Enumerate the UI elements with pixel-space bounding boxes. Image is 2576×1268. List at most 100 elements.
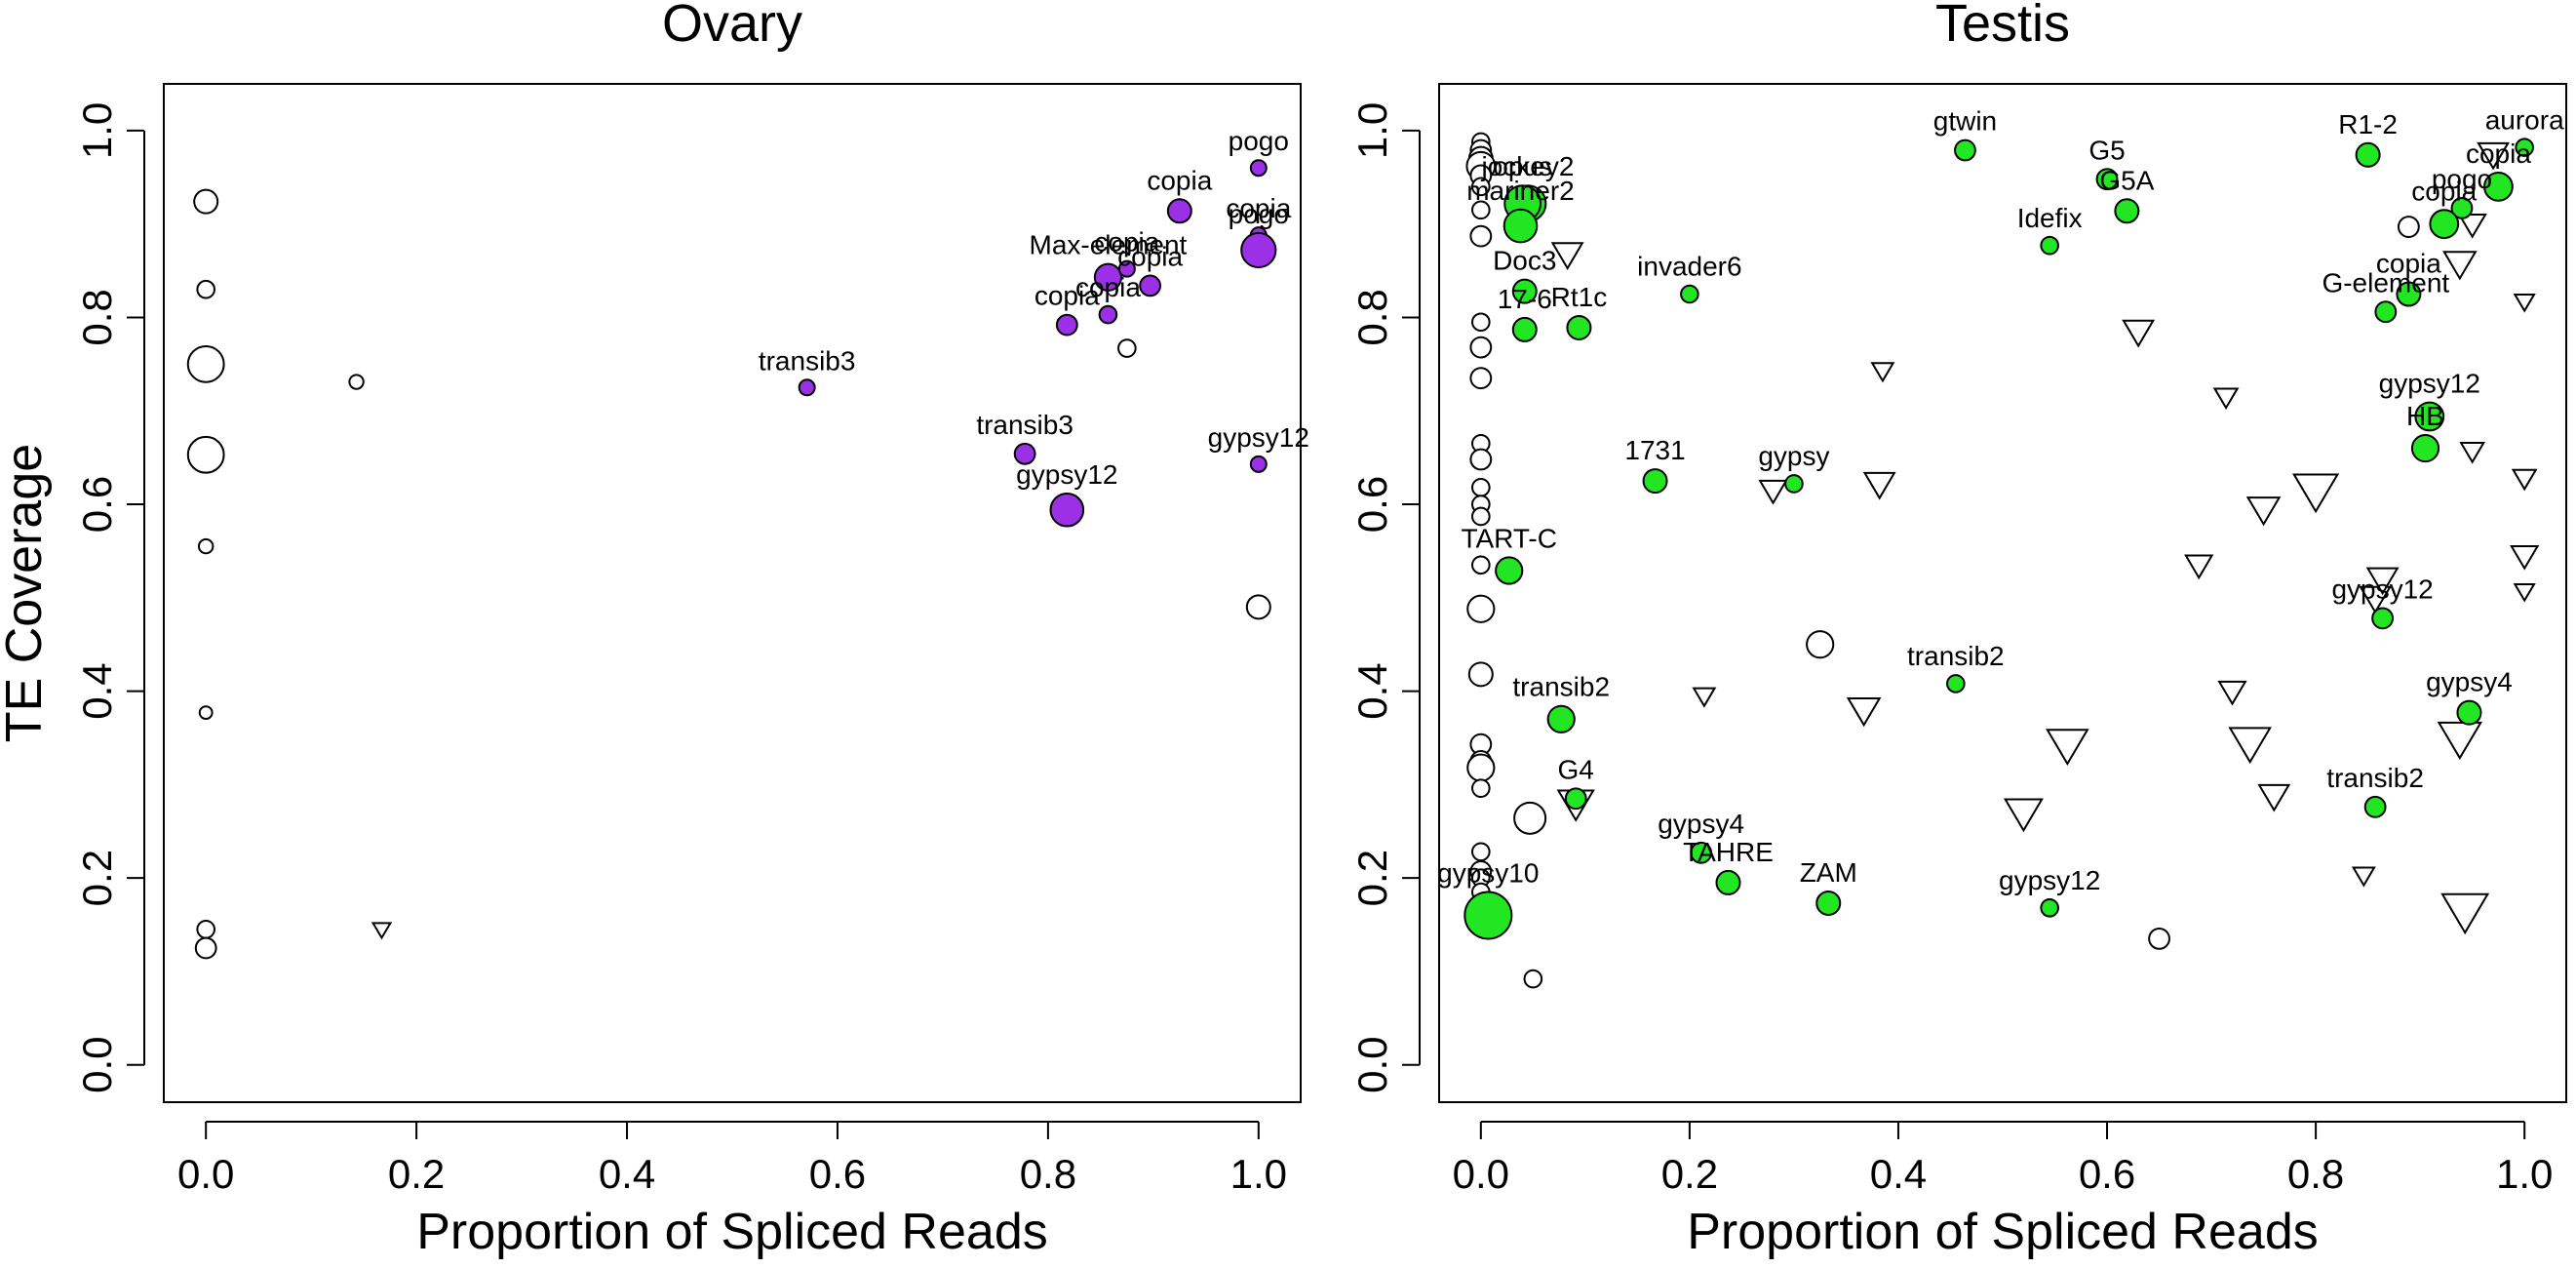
chart-title: Ovary: [662, 0, 802, 53]
point-label: copia: [1075, 272, 1141, 302]
filled-point: [1098, 304, 1118, 325]
y-tick-label: 0.2: [1349, 850, 1395, 906]
y-tick-label: 0.0: [1349, 1036, 1395, 1092]
x-tick-label: 0.6: [809, 1151, 866, 1197]
point-label: copia: [2411, 176, 2477, 206]
filled-point: [2450, 196, 2474, 219]
filled-point: [1166, 198, 1192, 224]
point-label: aurora: [2485, 104, 2564, 135]
point-label: gypsy12: [2331, 574, 2433, 604]
triangle-point: [1758, 479, 1788, 505]
point-label: copia: [2376, 249, 2441, 279]
filled-point: [1690, 841, 1713, 864]
filled-point: [1249, 159, 1268, 178]
point-label: gypsy12: [1999, 865, 2100, 895]
open-point: [1471, 200, 1491, 220]
point-label: opus: [1493, 151, 1552, 181]
filled-point: [1503, 208, 1539, 244]
x-tick-label: 0.2: [388, 1151, 445, 1197]
point-label: mariner2: [1466, 176, 1574, 206]
x-axis-title: Proportion of Spliced Reads: [1687, 1204, 2319, 1260]
open-point: [1469, 448, 1493, 471]
y-tick-label: 0.8: [74, 289, 120, 345]
triangle-point: [2245, 496, 2282, 527]
triangle-point: [2477, 141, 2511, 171]
x-tick-label: 0.4: [1870, 1151, 1927, 1197]
x-tick-label: 0.0: [177, 1151, 234, 1197]
point-label: transib2: [1907, 641, 2005, 671]
triangle-point: [1870, 362, 1895, 383]
x-tick-label: 0.8: [1020, 1151, 1076, 1197]
y-tick-label: 0.6: [1349, 476, 1395, 533]
open-point: [1466, 753, 1496, 782]
filled-point: [2371, 607, 2395, 630]
filled-point: [2456, 699, 2482, 726]
filled-point: [2355, 141, 2381, 168]
point-label: G-element: [2322, 267, 2449, 297]
triangle-point: [2510, 544, 2540, 571]
point-label: TAHRE: [1683, 837, 1774, 867]
filled-point: [2095, 168, 2119, 191]
point-label: pogo: [1229, 126, 1289, 156]
open-point: [198, 705, 214, 720]
point-label: Rt1c: [1551, 282, 1608, 312]
filled-point: [1566, 314, 1592, 340]
triangle-point: [2459, 441, 2486, 464]
triangle-point: [2122, 319, 2156, 348]
point-label: copia: [1117, 241, 1183, 271]
triangle-point: [2184, 554, 2214, 580]
open-point: [1513, 801, 1547, 835]
open-point: [1469, 367, 1493, 390]
open-point: [196, 279, 215, 299]
point-label: gypsy12: [1208, 422, 1309, 453]
point-label: Doc3: [1493, 246, 1556, 276]
point-label: G5: [2088, 135, 2125, 165]
triangle-point: [2257, 783, 2291, 812]
filled-point: [2410, 433, 2440, 463]
filled-point: [1093, 262, 1123, 292]
point-label: transib3: [976, 410, 1073, 440]
point-label: copia: [1094, 227, 1159, 258]
filled-point: [1013, 442, 1036, 465]
open-point: [193, 188, 219, 215]
open-point: [1471, 555, 1491, 575]
x-tick-label: 0.6: [2079, 1151, 2135, 1197]
filled-point: [1495, 556, 1524, 585]
triangle-point: [2217, 680, 2247, 706]
y-tick-label: 0.2: [74, 850, 120, 906]
point-label: gypsy12: [2379, 369, 2480, 399]
triangle-point: [2003, 798, 2044, 833]
open-point: [186, 435, 225, 474]
point-label: gypsy4: [1658, 809, 1744, 839]
filled-point: [2414, 401, 2445, 432]
filled-point: [1049, 492, 1085, 528]
open-point: [186, 344, 225, 383]
triangle-point: [1846, 697, 1882, 728]
point-label: gypsy12: [1016, 459, 1117, 490]
filled-point: [1715, 869, 1741, 895]
x-tick-label: 1.0: [1230, 1151, 1287, 1197]
filled-point: [1249, 455, 1268, 473]
triangle-point: [1550, 242, 1584, 270]
point-label: copia: [2466, 139, 2531, 169]
open-point: [1806, 630, 1835, 659]
x-tick-label: 0.8: [2287, 1151, 2344, 1197]
filled-point: [2363, 795, 2387, 818]
filled-point: [1564, 787, 1587, 811]
triangle-point: [2212, 387, 2240, 411]
open-point: [1471, 477, 1491, 497]
open-point: [348, 374, 365, 390]
point-label: gypsy10: [1437, 857, 1539, 888]
open-point: [196, 920, 215, 939]
plot-frame: [1438, 83, 2567, 1103]
filled-point: [2483, 171, 2514, 202]
open-point: [1245, 594, 1271, 620]
filled-point: [1642, 468, 1668, 495]
point-label: gtwin: [1933, 106, 1997, 137]
filled-point: [2429, 209, 2460, 240]
open-point: [197, 537, 215, 555]
open-point: [2397, 216, 2420, 238]
point-label: Max-element: [1030, 230, 1188, 260]
filled-point: [1511, 316, 1538, 342]
open-point: [1471, 778, 1491, 798]
